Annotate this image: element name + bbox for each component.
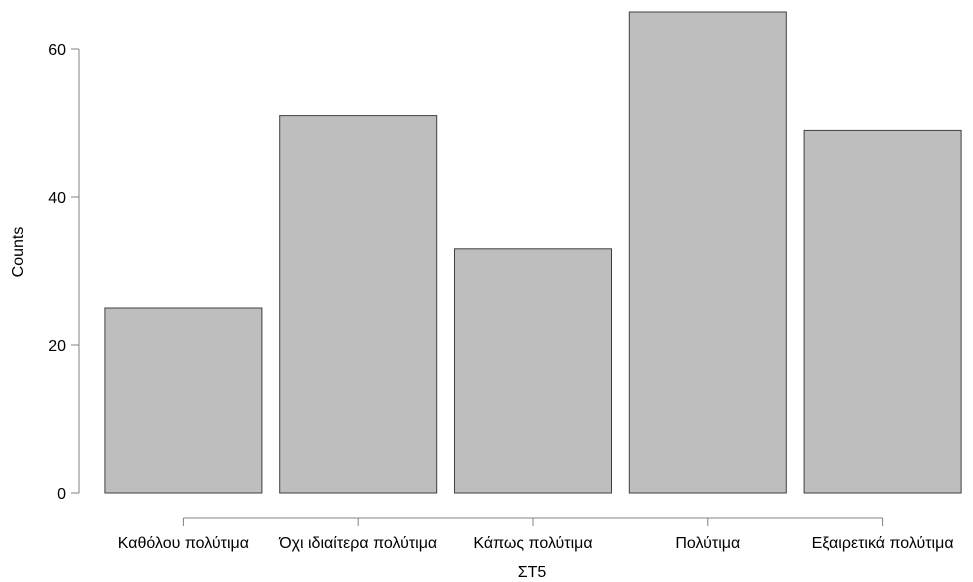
y-tick-label: 40 [48,190,66,207]
x-tick-label: Εξαιρετικά πολύτιμα [812,535,954,552]
bars [104,11,962,494]
x-tick-label: Καθόλου πολύτιμα [118,535,249,552]
bar [803,129,962,494]
y-tick-label: 60 [48,42,66,59]
x-tick-label: Κάπως πολύτιμα [473,535,592,552]
x-tick-label: Όχι ιδιαίτερα πολύτιμα [278,535,437,552]
y-tick-label: 20 [48,338,66,355]
y-tick-label: 0 [57,486,66,503]
x-axis-title: ΣΤ5 [518,564,547,581]
y-axis-title: Counts [10,227,27,278]
x-tick-label: Πολύτιμα [675,535,740,552]
x-axis: Καθόλου πολύτιμα Όχι ιδιαίτερα πολύτιμα Κά… [118,517,954,552]
bar [279,115,438,494]
bar [628,11,787,494]
y-axis: 0 20 40 60 [48,42,80,503]
bar [454,248,612,494]
bar [104,307,263,494]
